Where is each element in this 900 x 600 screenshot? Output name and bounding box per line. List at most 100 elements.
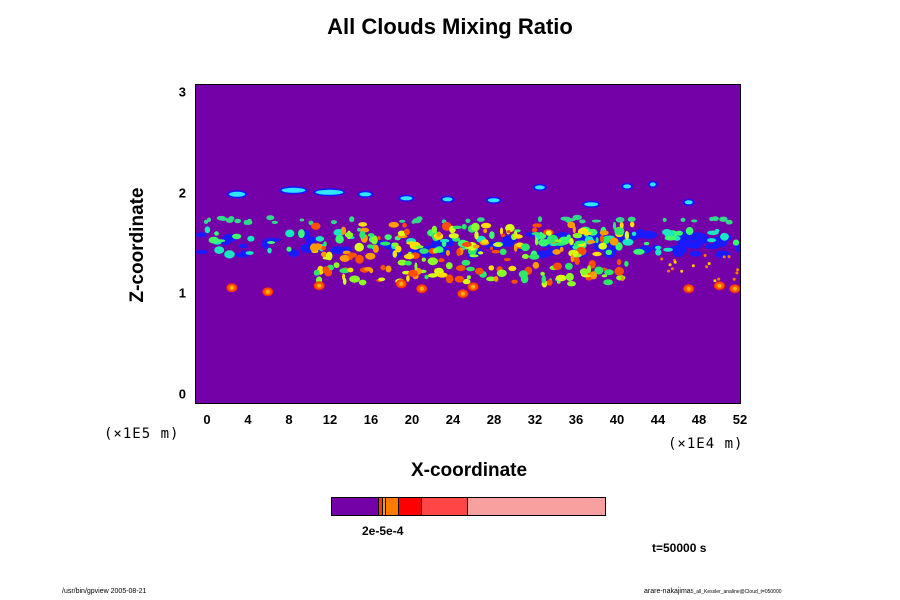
cloud-cell — [667, 269, 671, 273]
cloud-cell — [288, 249, 300, 258]
cloud-cell — [229, 191, 246, 197]
cloud-cell — [719, 216, 728, 222]
cloud-cell — [203, 219, 209, 224]
cloud-cell — [339, 268, 350, 274]
cloud-cell — [267, 241, 276, 244]
cloud-cell — [446, 262, 453, 270]
cloud-cell — [553, 262, 562, 270]
cloud-cell — [442, 221, 452, 231]
cloud-cell — [347, 252, 357, 258]
cloud-cell — [691, 264, 695, 268]
cloud-cell — [349, 275, 360, 283]
cloud-cell — [224, 250, 235, 259]
cloud-cell — [592, 251, 602, 257]
cloud-cell — [330, 220, 337, 225]
cloud-cell — [344, 232, 354, 238]
cloud-cell — [229, 285, 234, 290]
cloud-cell — [335, 234, 344, 244]
cloud-field — [196, 180, 740, 299]
cloud-cell — [727, 255, 731, 259]
cloud-cell — [342, 277, 347, 285]
cloud-cell — [529, 253, 540, 260]
cloud-cell — [232, 233, 242, 240]
y-tick: 0 — [178, 386, 186, 402]
cloud-cell — [247, 235, 255, 242]
cloud-cell — [655, 249, 662, 256]
cloud-cell — [299, 218, 305, 222]
x-tick: 24 — [445, 412, 461, 427]
cloud-cell — [427, 273, 438, 278]
cloud-cell — [546, 279, 553, 286]
cloud-cell — [595, 237, 599, 244]
cloud-cell — [513, 234, 523, 239]
cloud-cell — [267, 247, 272, 254]
cloud-cell — [214, 231, 219, 236]
cloud-cell — [499, 248, 507, 255]
cloud-cell — [355, 254, 364, 264]
cloud-cell — [465, 218, 471, 223]
cloud-cell — [440, 238, 450, 243]
cloud-cell — [432, 248, 439, 254]
cloud-cell — [243, 220, 248, 225]
cloud-cell — [313, 269, 320, 276]
cloud-cell — [691, 219, 698, 223]
cloud-cell — [305, 236, 317, 244]
cloud-cell — [321, 245, 326, 251]
cloud-cell — [732, 277, 736, 281]
cloud-cell — [377, 236, 381, 240]
cloud-cell — [594, 266, 604, 275]
cloud-cell — [411, 220, 416, 224]
cloud-cell — [662, 229, 672, 236]
plot-area — [195, 84, 741, 404]
cloud-cell — [359, 192, 372, 197]
cloud-cell — [367, 233, 375, 238]
cloud-cell — [599, 234, 604, 243]
cloud-cell — [285, 229, 295, 238]
cloud-cell — [599, 230, 609, 236]
cloud-cell — [612, 221, 617, 231]
cloud-cell — [552, 249, 561, 255]
cloud-cell — [438, 258, 445, 263]
cloud-cell — [314, 243, 322, 251]
cloud-cell — [717, 277, 721, 281]
cloud-cell — [271, 220, 278, 224]
cloud-cell — [675, 230, 683, 236]
cloud-cell — [689, 250, 702, 257]
cloud-cell — [643, 241, 650, 246]
cloud-cell — [684, 200, 693, 205]
cloud-cell — [506, 230, 511, 234]
cloud-cell — [575, 240, 585, 244]
cloud-cell — [614, 266, 624, 276]
y-tick: 3 — [178, 84, 186, 100]
cloud-cell — [556, 232, 570, 238]
cloud-cell — [286, 246, 292, 252]
cloud-cell — [395, 245, 402, 253]
footer-right-main: arare-nakajima — [644, 588, 691, 595]
cloud-cell — [736, 268, 740, 272]
cloud-cell — [581, 227, 585, 233]
cloud-cell — [372, 244, 379, 253]
cloud-cell — [471, 222, 480, 232]
cloud-cell — [456, 265, 466, 272]
cloud-cell — [722, 255, 726, 259]
cloud-cell — [579, 268, 589, 276]
cloud-cell — [677, 238, 690, 247]
cloud-cell — [621, 275, 625, 282]
footer-right-small: 5_all_Kessler_analine@Cloud_t=050000 — [690, 589, 782, 595]
cloud-cell — [364, 267, 373, 271]
cloud-cell — [531, 227, 538, 233]
cloud-cell — [505, 224, 515, 233]
cloud-cell — [322, 256, 331, 260]
cloud-cell — [321, 251, 327, 257]
cloud-cell — [400, 196, 413, 201]
cloud-cell — [615, 217, 625, 223]
cloud-cell — [436, 272, 448, 278]
cloud-cell — [633, 248, 645, 255]
cloud-cell — [590, 271, 598, 280]
cloud-cell — [568, 249, 579, 257]
cloud-cell — [445, 274, 454, 284]
cloud-cell — [603, 279, 613, 286]
cloud-cell — [735, 271, 739, 275]
x-tick: 4 — [244, 412, 252, 427]
cloud-cell — [686, 241, 703, 249]
